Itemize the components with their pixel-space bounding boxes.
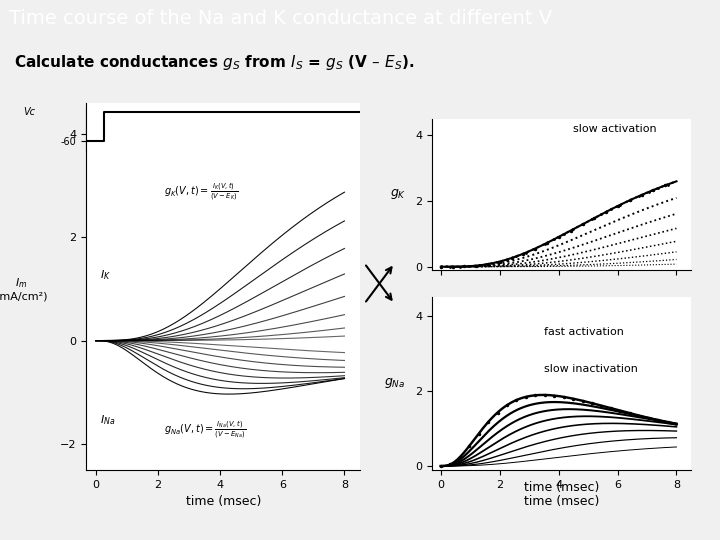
Text: $g_{Na}(V,t) = \frac{I_{Na}(V,t)}{(V-E_{Na})}$: $g_{Na}(V,t) = \frac{I_{Na}(V,t)}{(V-E_{…: [164, 420, 246, 441]
Text: Calculate conductances $g_S$ from $I_S$ = $g_S$ (V – $E_S$).: Calculate conductances $g_S$ from $I_S$ …: [14, 52, 415, 72]
Text: fast activation: fast activation: [544, 327, 624, 336]
Y-axis label: $I_m$
(mA/cm²): $I_m$ (mA/cm²): [0, 276, 48, 302]
Y-axis label: $g_K$: $g_K$: [390, 187, 407, 201]
Text: $g_K(V,t) = \frac{I_K(V,t)}{(V-E_K)}$: $g_K(V,t) = \frac{I_K(V,t)}{(V-E_K)}$: [164, 182, 238, 203]
X-axis label: time (msec): time (msec): [524, 495, 599, 508]
Text: slow activation: slow activation: [573, 124, 657, 134]
Text: time (msec): time (msec): [524, 481, 599, 495]
Text: Time course of the Na and K conductance at different V: Time course of the Na and K conductance …: [9, 9, 552, 29]
Text: $I_{Na}$: $I_{Na}$: [100, 413, 116, 427]
Text: Vc: Vc: [23, 107, 35, 117]
Text: $I_K$: $I_K$: [100, 268, 112, 282]
Y-axis label: $g_{Na}$: $g_{Na}$: [384, 376, 405, 390]
X-axis label: time (msec): time (msec): [186, 495, 261, 508]
Text: slow inactivation: slow inactivation: [544, 364, 638, 374]
